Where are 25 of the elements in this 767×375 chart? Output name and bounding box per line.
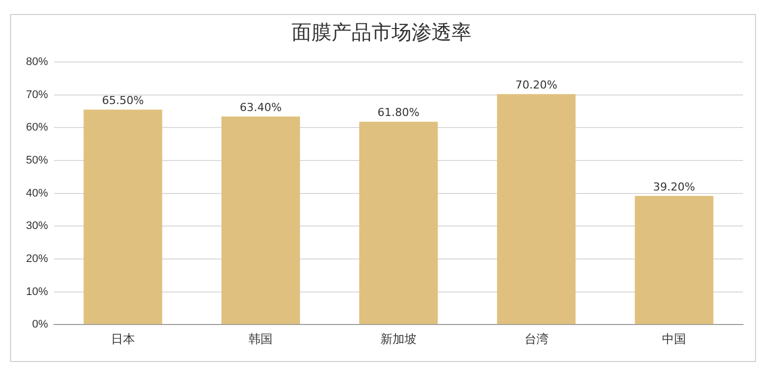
bar [221, 116, 300, 324]
y-tick-label: 30% [26, 220, 48, 232]
y-tick-label: 0% [32, 318, 48, 331]
chart-title: 面膜产品市场渗透率 [292, 20, 472, 44]
bar [634, 196, 714, 324]
y-tick-label: 50% [26, 154, 48, 167]
data-label: 63.40% [240, 100, 282, 114]
data-label: 70.20% [515, 78, 558, 92]
y-tick-label: 70% [26, 88, 48, 101]
data-label: 39.20% [653, 180, 696, 194]
x-tick-label: 中国 [662, 332, 686, 346]
y-tick-label: 10% [26, 286, 48, 298]
y-tick-label: 20% [26, 252, 48, 265]
x-tick-label: 日本 [110, 332, 135, 346]
x-tick-label: 韩国 [248, 332, 273, 346]
data-label: 65.50% [102, 94, 144, 107]
x-tick-label: 台湾 [524, 332, 548, 346]
bar [359, 122, 438, 324]
y-tick-label: 40% [26, 187, 48, 200]
data-label: 61.80% [378, 106, 420, 120]
y-tick-label: 80% [26, 56, 48, 68]
bar [497, 94, 576, 324]
x-tick-label: 新加坡 [380, 332, 417, 346]
y-tick-label: 60% [26, 122, 48, 134]
bar [84, 110, 162, 324]
